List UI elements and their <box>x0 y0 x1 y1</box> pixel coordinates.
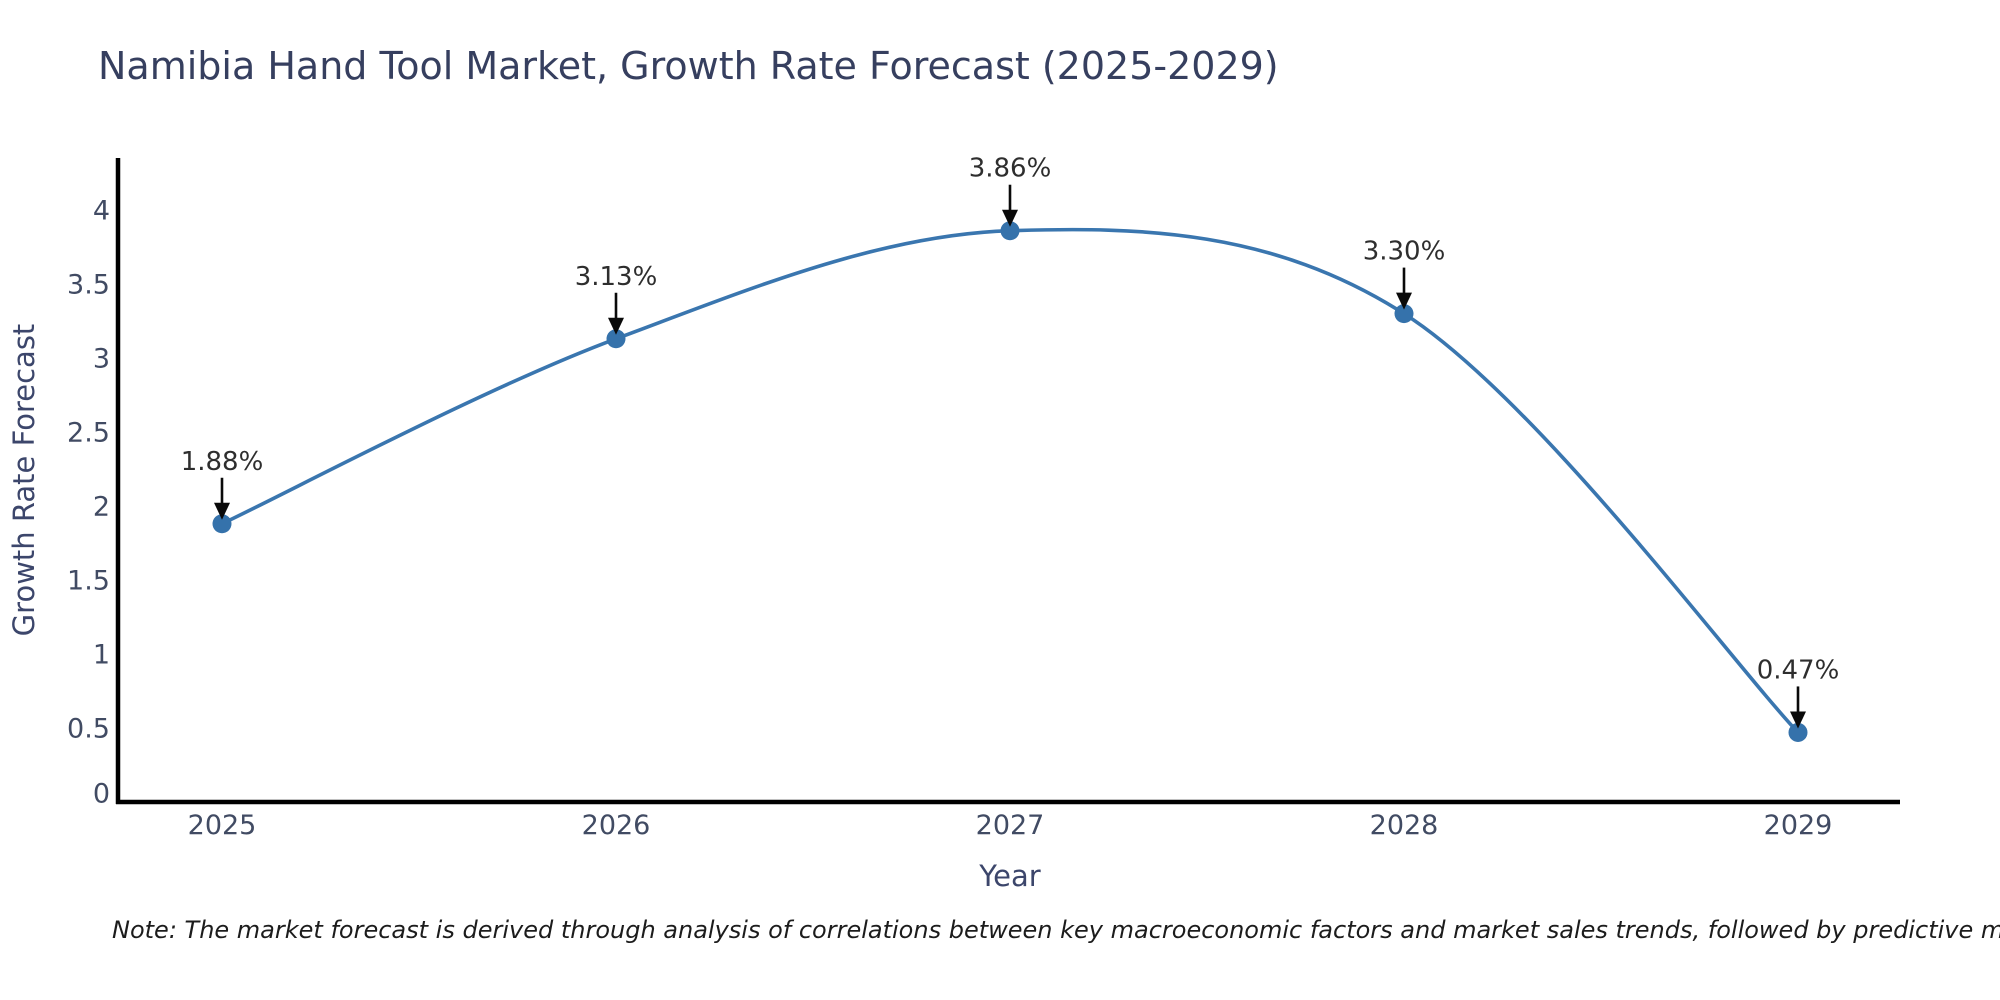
x-tick-label: 2027 <box>976 810 1045 841</box>
y-axis-title: Growth Rate Forecast <box>7 324 41 637</box>
x-tick-label: 2026 <box>582 810 651 841</box>
annotation-arrowhead <box>1790 711 1806 729</box>
chart-title: Namibia Hand Tool Market, Growth Rate Fo… <box>98 44 1279 88</box>
x-tick-label: 2025 <box>188 810 257 841</box>
data-point-label: 3.13% <box>575 262 658 292</box>
data-point-label: 3.30% <box>1363 237 1446 267</box>
x-tick-label: 2029 <box>1764 810 1833 841</box>
annotation-arrowhead <box>1002 209 1018 227</box>
y-tick-label: 2 <box>93 491 110 522</box>
data-point <box>1394 304 1414 324</box>
y-tick-label: 3.5 <box>67 269 110 300</box>
y-tick-label: 0.5 <box>67 713 110 744</box>
x-axis-title: Year <box>978 859 1040 893</box>
annotation-arrowhead <box>214 502 230 520</box>
y-tick-label: 2.5 <box>67 417 110 448</box>
forecast-line <box>220 227 1800 735</box>
data-point-label: 0.47% <box>1757 655 1840 685</box>
data-point <box>212 514 232 534</box>
annotation-arrowhead <box>1396 292 1412 310</box>
chart-footnote: Note: The market forecast is derived thr… <box>112 916 2000 944</box>
data-point <box>606 329 626 349</box>
y-tick-label: 1.5 <box>67 565 110 596</box>
data-point-label: 1.88% <box>181 447 264 477</box>
x-tick-label: 2028 <box>1370 810 1439 841</box>
data-point <box>1000 221 1020 241</box>
y-tick-label: 0 <box>93 778 110 809</box>
y-tick-label: 1 <box>93 639 110 670</box>
y-tick-label: 3 <box>93 343 110 374</box>
y-tick-label: 4 <box>93 195 110 226</box>
data-point-label: 3.86% <box>969 154 1052 184</box>
annotation-arrowhead <box>608 317 624 335</box>
data-point <box>1788 722 1808 742</box>
